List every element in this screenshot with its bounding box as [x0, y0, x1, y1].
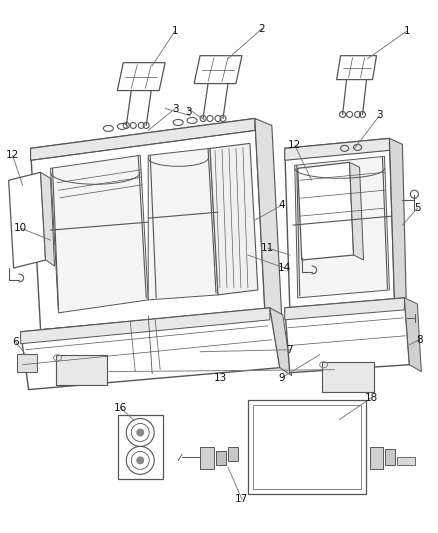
Bar [385, 449, 396, 465]
Bar [397, 457, 415, 465]
Text: 17: 17 [235, 494, 248, 504]
Polygon shape [389, 139, 406, 307]
Polygon shape [210, 143, 258, 295]
Polygon shape [285, 298, 410, 373]
Bar [253, 405, 360, 489]
Text: 4: 4 [279, 200, 285, 210]
Polygon shape [270, 308, 292, 376]
Polygon shape [21, 308, 270, 344]
Text: 18: 18 [365, 393, 378, 402]
Polygon shape [194, 55, 242, 84]
Polygon shape [41, 310, 275, 342]
Polygon shape [21, 308, 280, 390]
Bar [118, 415, 163, 479]
Text: 7: 7 [286, 345, 293, 355]
Polygon shape [337, 55, 377, 79]
Circle shape [136, 456, 144, 464]
Bar [216, 451, 226, 465]
Bar [200, 447, 214, 470]
Bar [56, 355, 107, 385]
Polygon shape [404, 298, 421, 372]
Text: 12: 12 [288, 140, 301, 150]
Polygon shape [31, 118, 265, 330]
Polygon shape [255, 118, 282, 318]
Text: 12: 12 [6, 150, 19, 160]
Text: 3: 3 [185, 108, 191, 117]
Polygon shape [295, 156, 389, 298]
Polygon shape [117, 63, 165, 91]
Text: 1: 1 [404, 26, 411, 36]
Bar [17, 354, 37, 372]
Text: 3: 3 [172, 103, 178, 114]
Polygon shape [285, 298, 404, 320]
Bar [370, 447, 384, 470]
Polygon shape [285, 139, 395, 308]
Polygon shape [50, 155, 148, 313]
Text: 1: 1 [172, 26, 178, 36]
Circle shape [136, 429, 144, 437]
Text: 5: 5 [414, 203, 420, 213]
Text: 10: 10 [14, 223, 27, 233]
Text: 8: 8 [416, 335, 423, 345]
Polygon shape [350, 163, 364, 260]
Polygon shape [9, 172, 46, 268]
Polygon shape [285, 139, 389, 160]
Polygon shape [148, 148, 218, 300]
Text: 11: 11 [261, 243, 275, 253]
Text: 9: 9 [279, 373, 285, 383]
Polygon shape [41, 172, 54, 266]
Text: 3: 3 [376, 110, 383, 120]
Text: 14: 14 [278, 263, 291, 273]
Text: 16: 16 [114, 402, 127, 413]
Bar [228, 447, 238, 462]
Polygon shape [31, 118, 255, 160]
Bar [248, 400, 366, 494]
Polygon shape [298, 163, 353, 260]
Bar [321, 362, 374, 392]
Text: 2: 2 [258, 24, 265, 34]
Text: 13: 13 [213, 373, 226, 383]
Text: 6: 6 [12, 337, 19, 347]
